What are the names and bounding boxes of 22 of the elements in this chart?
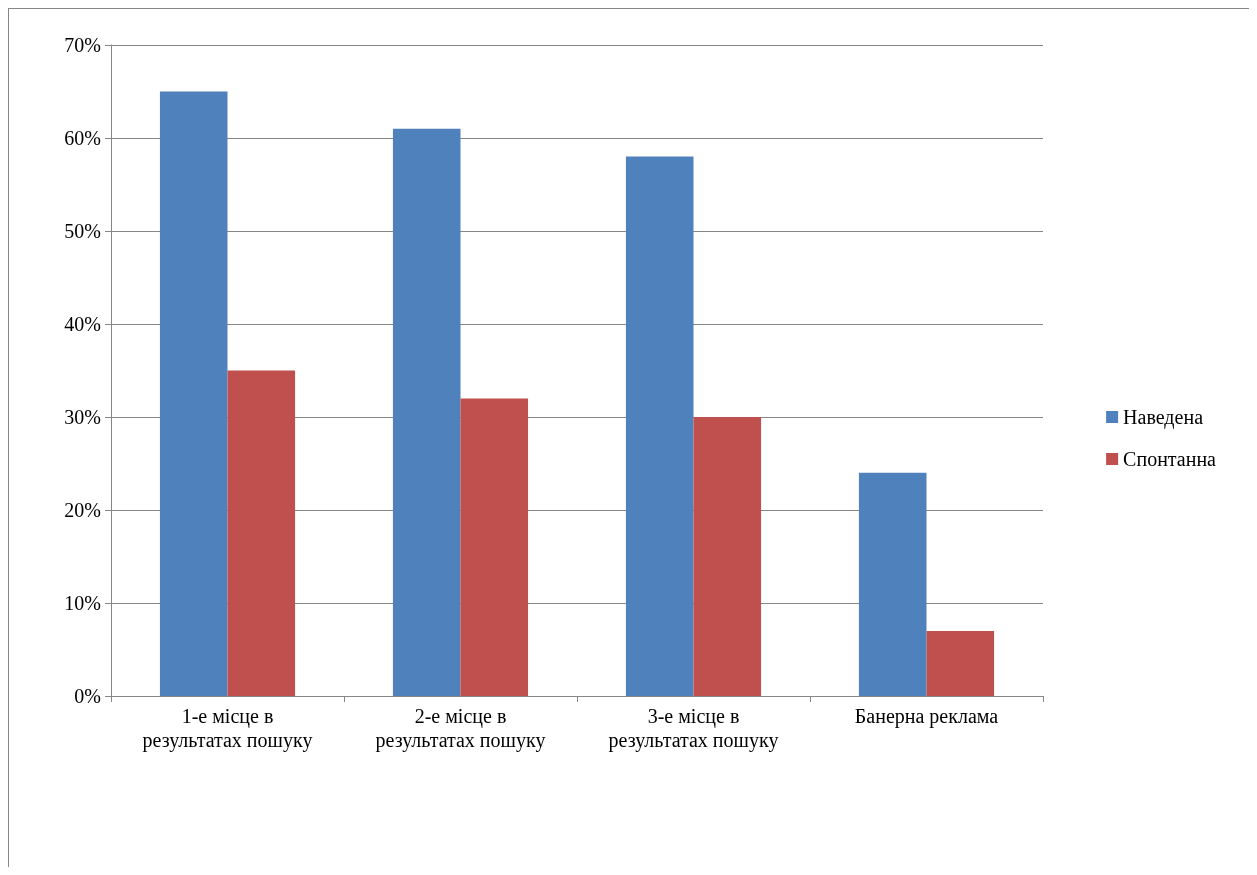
bar [858,472,927,696]
y-tick-label: 40% [64,313,101,335]
bar [159,91,228,696]
x-tick-label: Банерна реклама [854,705,999,728]
x-tick-label: 2-е місце в результатах пошуку [375,705,546,752]
bar [227,370,296,696]
legend-label: Спонтанна [1123,448,1217,470]
x-tick-label: 1-е місце в результатах пошуку [142,705,313,752]
y-tick-label: 10% [64,592,101,614]
y-tick-label: 0% [74,685,101,707]
y-tick-label: 30% [64,406,101,428]
bar [625,156,694,696]
bar [926,630,995,696]
y-tick-label: 60% [64,127,101,149]
y-tick-label: 50% [64,220,101,242]
bar [460,398,529,696]
y-tick-label: 20% [64,499,101,521]
x-tick-label: 3-е місце в результатах пошуку [608,705,779,752]
legend-label: Наведена [1123,406,1204,429]
y-tick-label: 70% [64,34,101,56]
bar [693,417,762,696]
bar [392,128,461,696]
